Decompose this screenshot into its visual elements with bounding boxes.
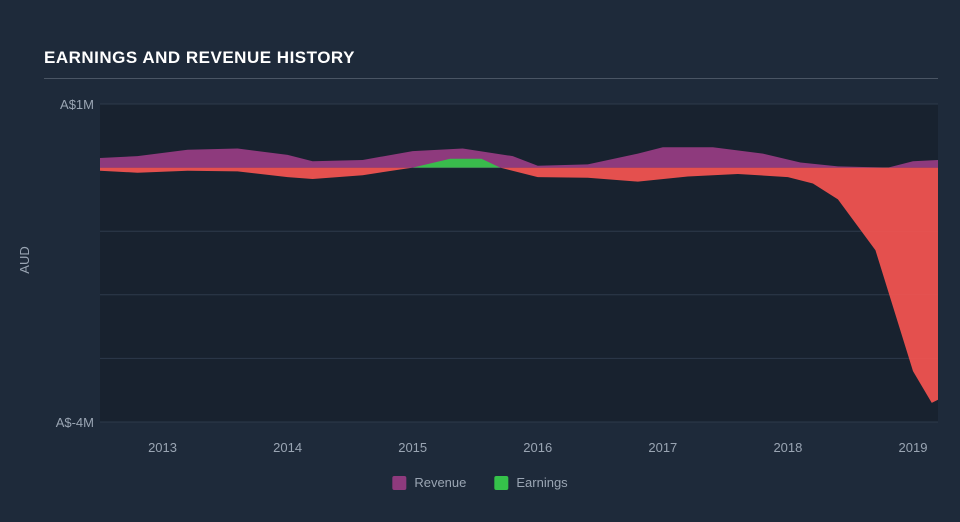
legend-swatch-revenue xyxy=(392,476,406,490)
legend-label-revenue: Revenue xyxy=(414,475,466,490)
x-tick: 2014 xyxy=(273,440,302,455)
x-tick: 2018 xyxy=(773,440,802,455)
plot-area xyxy=(0,0,960,522)
legend: Revenue Earnings xyxy=(392,475,567,490)
legend-item-earnings: Earnings xyxy=(494,475,567,490)
legend-label-earnings: Earnings xyxy=(516,475,567,490)
x-tick: 2015 xyxy=(398,440,427,455)
x-tick: 2017 xyxy=(648,440,677,455)
earnings-revenue-chart: EARNINGS AND REVENUE HISTORY A$1M A$-4M … xyxy=(0,0,960,522)
legend-swatch-earnings xyxy=(494,476,508,490)
x-tick: 2013 xyxy=(148,440,177,455)
legend-item-revenue: Revenue xyxy=(392,475,466,490)
x-tick: 2016 xyxy=(523,440,552,455)
x-tick: 2019 xyxy=(899,440,928,455)
